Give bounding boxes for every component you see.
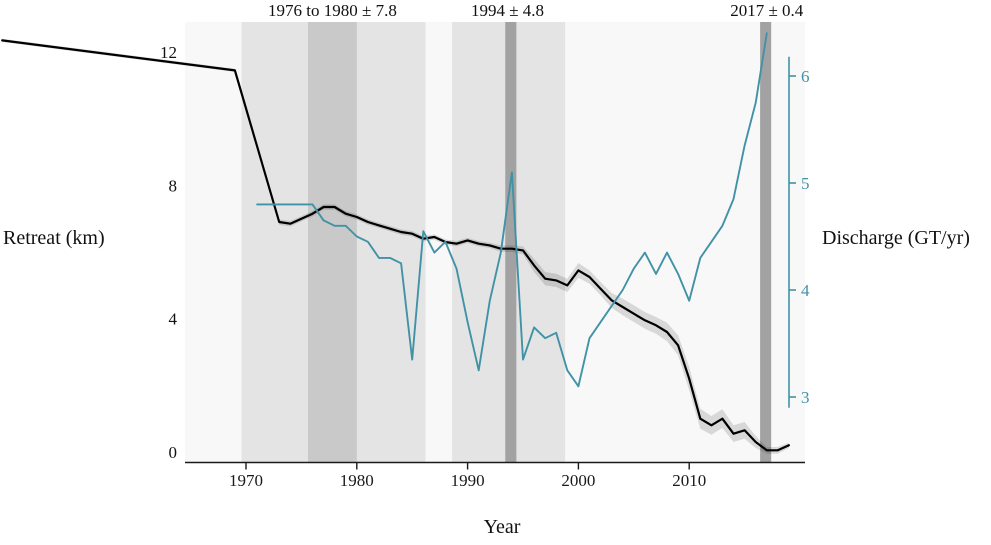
- left-tick-label: 12: [160, 43, 177, 62]
- x-tick-label: 1980: [340, 471, 374, 490]
- right-tick-label: 6: [801, 67, 810, 86]
- right-axis-title: Discharge (GT/yr): [822, 227, 970, 249]
- uncertainty-band-3: [505, 22, 517, 462]
- right-tick-label: 3: [801, 388, 810, 407]
- right-tick-label: 5: [801, 174, 810, 193]
- x-axis-title: Year: [483, 516, 521, 538]
- x-tick-label: 2010: [672, 471, 706, 490]
- x-tick-label: 2000: [561, 471, 595, 490]
- left-tick-label: 8: [169, 176, 178, 195]
- left-tick-label: 0: [169, 443, 178, 462]
- uncertainty-band-1: [308, 22, 357, 462]
- discharge-line: [256, 32, 768, 388]
- x-tick-label: 1970: [229, 471, 263, 490]
- annotation-2017: 2017 ± 0.4: [730, 1, 804, 20]
- left-tick-label: 4: [169, 310, 178, 329]
- right-tick-label: 4: [801, 281, 810, 300]
- left-axis-title: Retreat (km): [3, 227, 105, 249]
- annotation-1976-1980: 1976 to 1980 ± 7.8: [268, 1, 397, 20]
- retreat-line: [1, 39, 791, 452]
- annotation-1994: 1994 ± 4.8: [470, 1, 545, 20]
- uncertainty-band-4: [760, 22, 772, 462]
- x-tick-label: 1990: [451, 471, 485, 490]
